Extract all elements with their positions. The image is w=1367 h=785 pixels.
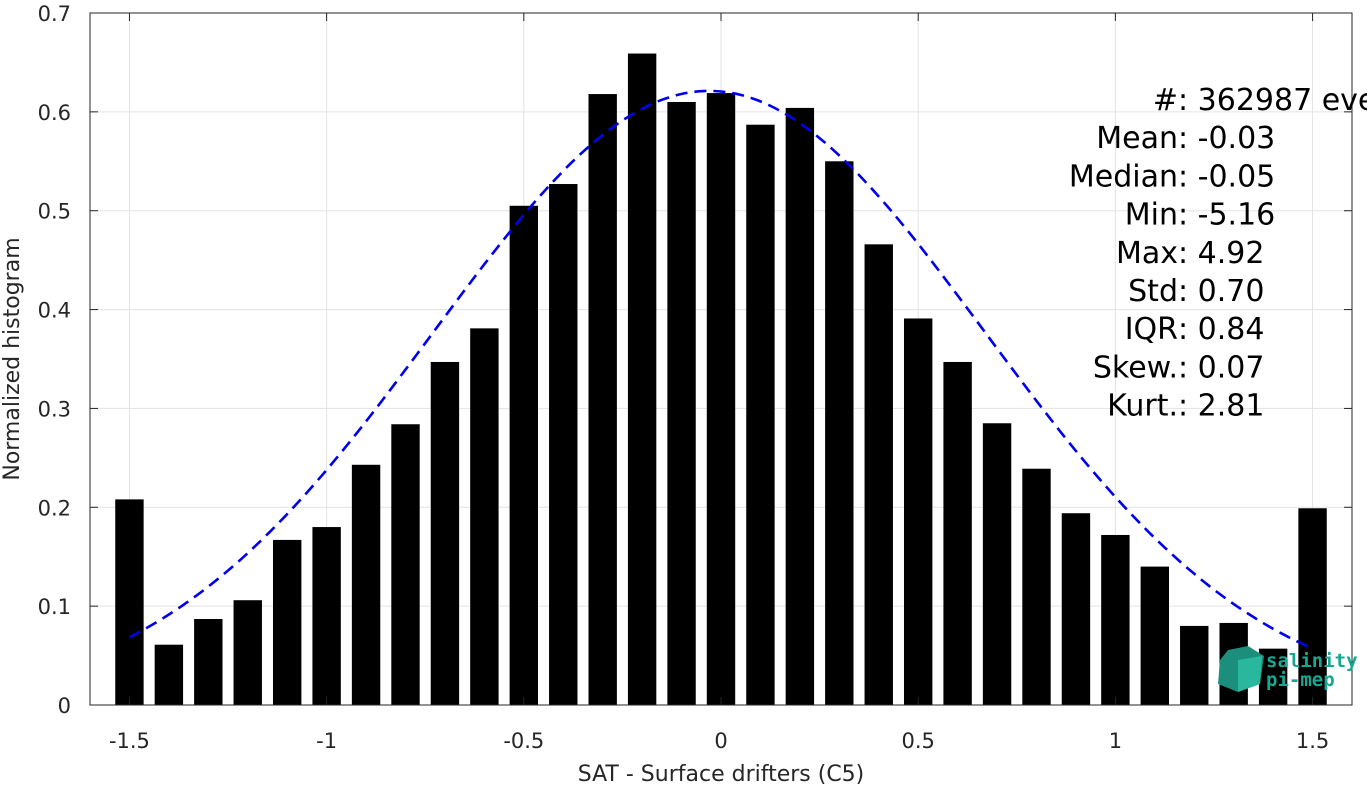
stat-label: Mean (1096, 121, 1178, 156)
histogram-bar (1101, 534, 1130, 705)
y-tick-label: 0.6 (38, 101, 71, 125)
histogram-bar (430, 361, 460, 705)
histogram-bar (115, 499, 144, 705)
stat-label: # (1153, 83, 1178, 118)
stat-value: : 0.07 (1178, 350, 1264, 385)
histogram-bar (864, 244, 893, 705)
histogram-bar (1298, 508, 1327, 705)
histogram-bar (154, 644, 184, 705)
histogram-bar (903, 318, 933, 705)
histogram-bar (1061, 513, 1091, 705)
histogram-bar (470, 328, 499, 705)
histogram-bar (706, 93, 736, 706)
histogram-bar (943, 361, 972, 705)
logo-line1: salinity (1266, 650, 1358, 672)
stat-value: : -0.05 (1178, 159, 1275, 194)
stat-value: : -0.03 (1178, 121, 1275, 156)
histogram-bar (549, 184, 578, 706)
y-tick-label: 0 (58, 694, 71, 718)
y-tick-label: 0.4 (38, 299, 71, 323)
y-tick-label: 0.7 (38, 2, 71, 26)
stat-value: : 0.70 (1178, 274, 1264, 309)
histogram-bar (746, 124, 775, 706)
histogram-bar (627, 53, 657, 705)
y-axis-label: Normalized histogram (0, 237, 25, 480)
histogram-bar (509, 205, 539, 705)
stat-label: Median (1069, 159, 1178, 194)
x-tick-label: 1 (1109, 729, 1122, 753)
histogram-bar (312, 527, 341, 705)
histogram-bar (351, 464, 381, 705)
stat-label: Kurt. (1107, 389, 1178, 424)
histogram-bar (1180, 625, 1209, 705)
stat-label: Min (1125, 198, 1178, 233)
histogram-bar (1022, 468, 1051, 705)
histogram-bar (391, 424, 420, 705)
histogram-bar (272, 539, 302, 705)
stat-value: : 0.84 (1178, 312, 1264, 347)
stat-label: Skew. (1093, 350, 1178, 385)
stat-value: : 362987 events (1178, 83, 1367, 118)
stat-label: Std (1128, 274, 1178, 309)
x-axis-label: SAT - Surface drifters (C5) (578, 762, 865, 785)
x-tick-label: 1.5 (1296, 729, 1329, 753)
y-tick-label: 0.1 (38, 595, 71, 619)
y-axis-ticks: 0 0.1 0.2 0.3 0.4 0.5 0.6 0.7 (38, 2, 1352, 718)
stat-value: : 2.81 (1178, 389, 1264, 424)
x-axis-ticks: -1.5 -1 -0.5 0 0.5 1 1.5 (109, 13, 1329, 753)
x-tick-label: -0.5 (503, 729, 544, 753)
histogram-bar (825, 161, 854, 706)
salinity-pi-mep-logo: salinity pi-mep (1218, 646, 1358, 692)
x-tick-label: -1 (316, 729, 337, 753)
y-tick-label: 0.3 (38, 397, 71, 421)
histogram-bar (233, 600, 262, 705)
stat-label: IQR (1125, 312, 1178, 347)
x-tick-label: -1.5 (109, 729, 150, 753)
x-tick-label: 0 (714, 729, 727, 753)
x-tick-label: 0.5 (901, 729, 934, 753)
stat-value: : -5.16 (1178, 198, 1275, 233)
histogram-bar (667, 101, 696, 705)
histogram-bars (115, 53, 1327, 706)
histogram-bar (588, 94, 617, 705)
logo-line2: pi-mep (1266, 669, 1335, 691)
stat-label: Max (1116, 236, 1178, 271)
stat-value: : 4.92 (1178, 236, 1264, 271)
y-tick-label: 0.2 (38, 496, 71, 520)
y-tick-label: 0.5 (38, 200, 71, 224)
gaussian-fit-curve (128, 89, 1314, 650)
histogram-bar (982, 423, 1012, 705)
logo-cube-face-icon (1238, 656, 1262, 692)
histogram-bar (1140, 566, 1170, 705)
histogram-bar (785, 107, 815, 706)
histogram-bar (194, 618, 223, 705)
